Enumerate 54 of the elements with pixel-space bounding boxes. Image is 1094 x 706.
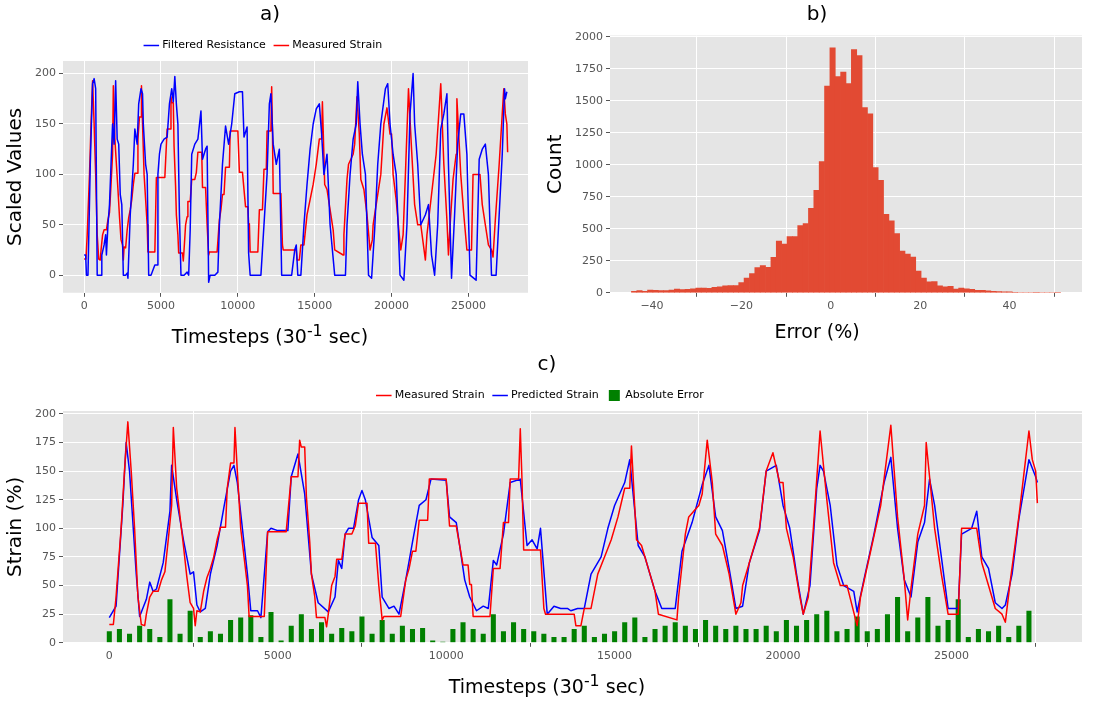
x-tick-label: 15000	[597, 649, 633, 663]
x-tick-label: 20000	[765, 649, 801, 663]
x-tick-label: 20	[913, 299, 928, 313]
x-tick-label: 40	[1002, 299, 1017, 313]
legend-label: Predicted Strain	[511, 388, 599, 402]
y-tick-label: 150	[35, 463, 56, 477]
y-tick-label: 50	[42, 217, 56, 231]
y-tick-label: 25	[42, 607, 56, 621]
y-tick-label: 1000	[574, 157, 603, 171]
y-tick-label: 150	[35, 116, 56, 130]
x-tick-label: 0	[827, 299, 835, 313]
x-tick-label: 20000	[374, 299, 410, 313]
legend-label: Measured Strain	[394, 388, 485, 402]
y-tick-label: 500	[581, 221, 603, 235]
x-tick-label: 25000	[933, 649, 969, 663]
legend-label: Measured Strain	[292, 38, 383, 52]
y-axis-title: Count	[542, 134, 567, 194]
chart-title: b)	[805, 0, 829, 26]
y-tick-label: 200	[35, 406, 56, 420]
legend-label: Filtered Resistance	[162, 38, 267, 52]
y-tick-label: 1500	[574, 93, 603, 107]
x-axis-title: Timesteps (30$^{-1}$ sec)	[447, 670, 647, 700]
chart-title: c)	[536, 350, 558, 376]
y-tick-label: 750	[581, 189, 603, 203]
chart-title: a)	[258, 0, 282, 26]
x-axis-title: Timesteps (30$^{-1}$ sec)	[170, 320, 370, 350]
x-tick-label: 5000	[263, 649, 292, 663]
x-tick-label: −40	[640, 299, 664, 313]
y-tick-label: 250	[581, 253, 603, 267]
y-tick-label: 100	[35, 167, 56, 181]
y-tick-label: 75	[42, 549, 56, 563]
y-tick-label: 200	[35, 66, 56, 80]
x-tick-label: 10000	[220, 299, 256, 313]
y-tick-label: 0	[49, 268, 56, 282]
legend-label: Absolute Error	[625, 388, 705, 402]
y-tick-label: 0	[595, 285, 603, 299]
y-tick-label: 1250	[574, 125, 603, 139]
x-tick-label: 5000	[146, 299, 175, 313]
x-tick-label: 25000	[450, 299, 486, 313]
y-tick-label: 2000	[574, 29, 603, 43]
x-tick-label: 10000	[428, 649, 464, 663]
y-tick-label: 100	[35, 521, 56, 535]
x-tick-label: 0	[80, 299, 88, 313]
x-tick-label: 15000	[297, 299, 333, 313]
y-tick-label: 125	[35, 492, 56, 506]
y-tick-label: 175	[35, 435, 56, 449]
y-tick-label: 50	[42, 578, 56, 592]
x-tick-label: 0	[105, 649, 113, 663]
x-tick-label: −20	[729, 299, 754, 313]
y-tick-label: 1750	[574, 61, 603, 75]
y-axis-title: Strain (%)	[2, 476, 27, 578]
y-tick-label: 0	[49, 635, 56, 649]
x-axis-title: Error (%)	[773, 319, 861, 344]
y-axis-title: Scaled Values	[2, 107, 27, 246]
